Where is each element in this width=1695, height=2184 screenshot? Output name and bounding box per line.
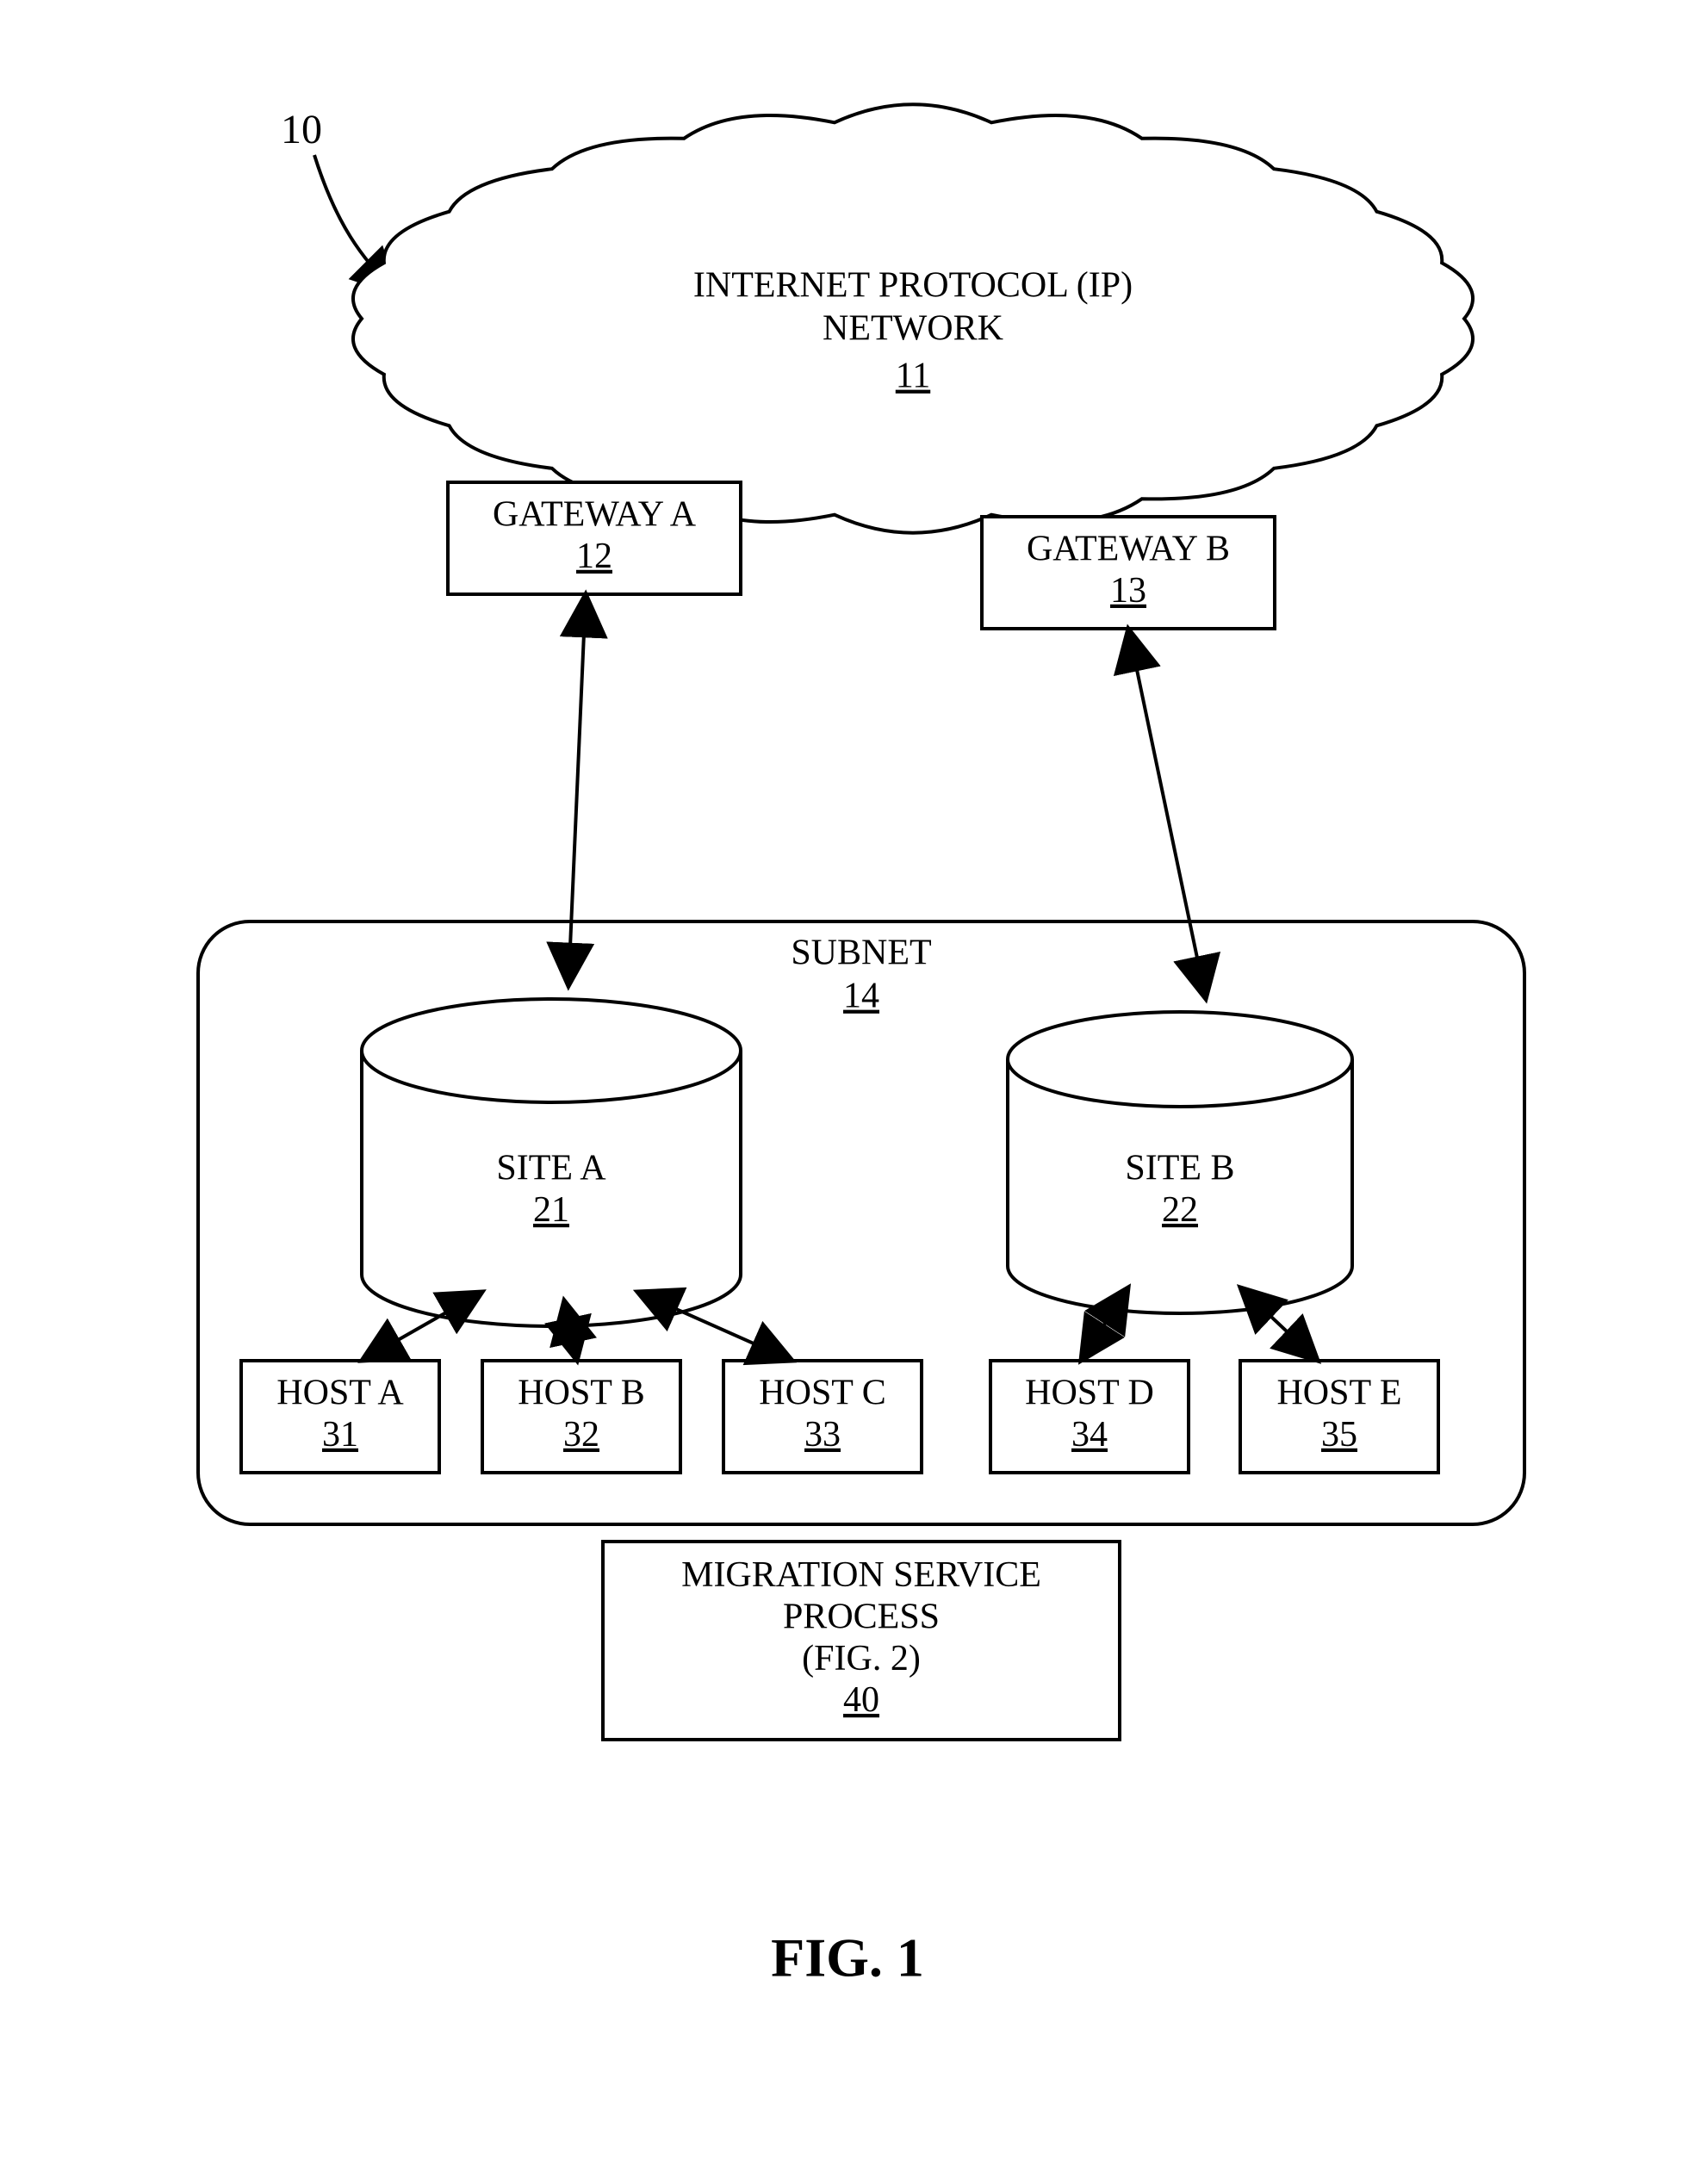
- migration-line0: MIGRATION SERVICE: [681, 1555, 1041, 1595]
- site-b-ref: 22: [1162, 1190, 1198, 1230]
- cloud-ref: 11: [896, 357, 930, 396]
- migration-line1: PROCESS: [783, 1597, 940, 1636]
- host-box-2-line1: 33: [804, 1415, 841, 1455]
- host-box-3-line0: HOST D: [1025, 1373, 1154, 1412]
- site-a-top: [362, 999, 741, 1102]
- migration-line2: (FIG. 2): [802, 1639, 921, 1678]
- diagram-canvas: 10 INTERNET PROTOCOL (IP)NETWORK 11 GATEWAY…: [0, 0, 1695, 2184]
- arrow-gatewayA-siteA: [568, 594, 586, 986]
- site-b-top: [1008, 1012, 1352, 1107]
- gateway-a-box-line0: GATEWAY A: [493, 494, 697, 534]
- gateway-a-box-line1: 12: [576, 537, 612, 576]
- gateway-b-box-line0: GATEWAY B: [1027, 529, 1230, 568]
- host-box-1-line0: HOST B: [518, 1373, 644, 1412]
- host-box-1-line1: 32: [563, 1415, 599, 1455]
- host-box-4-line0: HOST E: [1276, 1373, 1401, 1412]
- figure-ref-number: 10: [281, 107, 322, 152]
- site-a-label: SITE A: [496, 1149, 606, 1188]
- host-box-2-line0: HOST C: [759, 1373, 885, 1412]
- host-box-0-line0: HOST A: [276, 1373, 404, 1412]
- cloud-title-line1: INTERNET PROTOCOL (IP): [693, 266, 1133, 306]
- cloud-title-line2: NETWORK: [823, 309, 1003, 349]
- host-box-4-line1: 35: [1321, 1415, 1357, 1455]
- arrow-gatewayB-siteB: [1128, 629, 1206, 999]
- subnet-label: SUBNET: [791, 934, 931, 973]
- site-b-label: SITE B: [1125, 1149, 1234, 1188]
- host-box-3-line1: 34: [1071, 1415, 1108, 1455]
- host-box-0-line1: 31: [322, 1415, 358, 1455]
- figure-caption: FIG. 1: [771, 1927, 924, 1989]
- subnet-ref: 14: [843, 977, 879, 1016]
- site-a-ref: 21: [533, 1190, 569, 1230]
- migration-line3: 40: [843, 1680, 879, 1720]
- gateway-b-box-line1: 13: [1110, 571, 1146, 611]
